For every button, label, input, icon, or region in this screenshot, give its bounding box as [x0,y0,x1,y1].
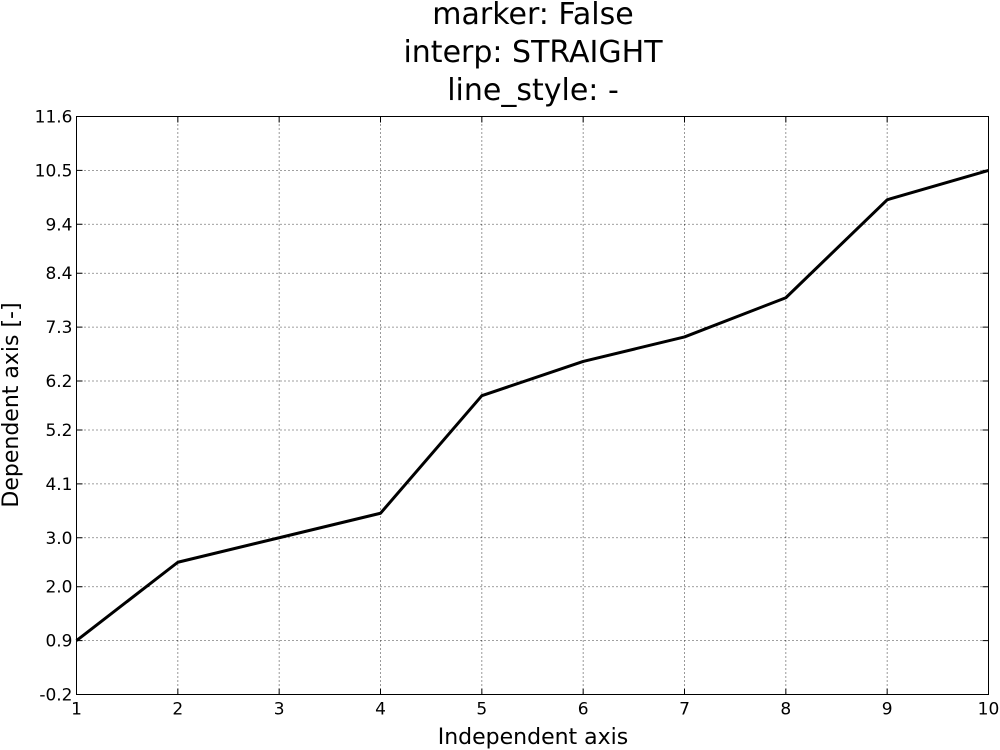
x-tick-label: 3 [274,700,285,720]
x-tick-label: 1 [71,700,82,720]
grid [76,116,989,695]
x-tick-label: 10 [978,700,1000,720]
x-tick-label: 6 [578,700,589,720]
y-tick-label: 3.0 [45,529,72,549]
y-tick-label: 11.6 [35,108,73,128]
x-axis-label: Independent axis [438,725,629,750]
y-axis-ticks: -0.2 0.9 2.0 3.0 4.1 5.2 6.2 7.3 8.4 9.4 10.5 11.6 [35,108,989,706]
chart-title: marker: False interp: STRAIGHT line_styl… [403,0,663,108]
x-tick-label: 5 [476,700,487,720]
chart-title-line: line_style: - [447,73,619,108]
y-tick-label: 0.9 [45,632,72,652]
chart-title-line: marker: False [432,0,633,32]
y-tick-label: 9.4 [45,215,72,235]
series-group [75,168,989,642]
x-axis-ticks: 1 2 3 4 5 6 7 8 9 10 [71,116,1000,720]
series-line [75,168,989,642]
y-tick-label: 6.2 [45,372,72,392]
chart-title-line: interp: STRAIGHT [403,35,663,70]
y-tick-label: 10.5 [35,161,73,181]
y-tick-label: 7.3 [45,318,72,338]
plot-frame [76,116,989,695]
x-tick-label: 4 [375,700,386,720]
y-tick-label: -0.2 [39,686,72,706]
y-axis-label: Dependent axis [-] [0,302,24,507]
y-tick-label: 5.2 [45,421,72,441]
x-tick-label: 8 [780,700,791,720]
x-tick-label: 9 [882,700,893,720]
y-tick-label: 4.1 [45,475,72,495]
y-tick-label: 2.0 [45,578,72,598]
y-tick-label: 8.4 [45,264,72,284]
x-tick-label: 7 [679,700,690,720]
x-tick-label: 2 [172,700,183,720]
